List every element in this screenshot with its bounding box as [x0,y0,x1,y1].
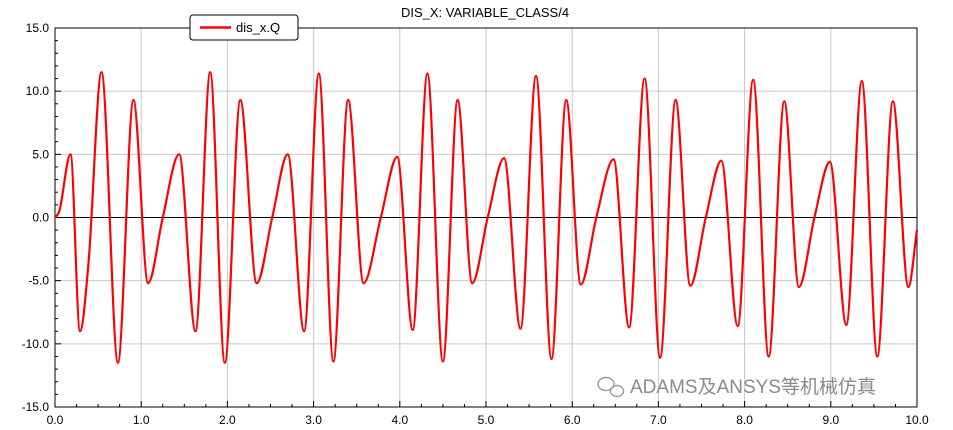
data-point [255,282,258,285]
x-tick-labels: 0.0 1.0 2.0 3.0 4.0 5.0 6.0 7.0 8.0 9.0 10.0 [47,413,929,427]
data-point [704,216,707,219]
data-point [87,260,90,263]
data-point [209,71,212,74]
data-point [117,361,119,364]
data-point [829,161,831,163]
series-layer [54,71,919,364]
data-point [659,356,661,359]
data-point [147,282,150,285]
data-point [550,358,553,360]
x-tick-label: 9.0 [822,413,839,427]
x-tick-label: 2.0 [219,413,236,427]
data-point [720,159,723,162]
data-point [396,156,399,158]
y-tick-label: 10.0 [26,84,50,98]
data-point [54,216,56,219]
data-point [79,330,81,333]
data-point [317,72,320,75]
data-point [456,99,459,101]
data-point [223,361,226,364]
data-point [767,355,770,358]
x-tick-label: 7.0 [650,413,667,427]
data-point [426,72,429,75]
legend-label: dis_x.Q [236,20,280,35]
data-point [271,216,274,219]
legend[interactable]: dis_x.Q [189,14,299,41]
watermark: ADAMS及ANSYS等机械仿真 [597,376,876,398]
data-point [612,158,615,161]
data-point [178,153,181,156]
data-point [132,99,135,101]
legend-box [189,14,299,41]
data-point [503,157,505,160]
data-point [916,229,918,232]
data-point [643,77,646,80]
y-tick-label: -5.0 [28,274,49,288]
data-point [628,326,630,329]
y-tick-label: 15.0 [26,21,50,35]
data-point [100,71,103,74]
watermark-text: ADAMS及ANSYS等机械仿真 [630,376,876,398]
x-tick-label: 3.0 [305,413,322,427]
data-point [845,324,848,326]
x-tick-label: 1.0 [133,413,150,427]
y-tick-label: -10.0 [22,337,50,351]
wechat-icon [597,376,625,398]
data-point [519,327,522,330]
x-tick-label: 10.0 [905,413,929,427]
data-point [689,284,692,287]
data-point [907,286,910,288]
data-point [752,78,755,81]
data-point [161,216,164,219]
data-point [579,283,582,286]
data-point [362,282,365,285]
data-point [798,286,800,288]
data-point [892,100,894,103]
data-point [674,99,677,101]
x-tick-label: 6.0 [564,413,581,427]
y-tick-label: -15.0 [22,400,50,414]
y-tick-label: 0.0 [32,211,49,225]
data-point [303,330,305,333]
data-point [860,80,863,82]
data-point [876,355,879,358]
data-point [58,210,61,213]
x-tick-label: 0.0 [47,413,64,427]
data-point [442,360,444,363]
data-point [332,360,335,363]
data-point [239,99,242,101]
y-tick-label: 5.0 [32,147,49,161]
data-point [813,216,816,219]
x-tick-label: 8.0 [736,413,753,427]
y-tick-labels: 15.0 10.0 5.0 0.0 -5.0 -10.0 -15.0 [22,21,50,414]
x-tick-label: 5.0 [478,413,495,427]
data-point [783,100,786,103]
data-point [486,216,489,219]
data-point [347,99,349,101]
data-point [565,99,568,101]
data-point [379,216,382,219]
data-point [286,153,289,156]
data-point [411,329,414,331]
chart-title: DIS_X: VARIABLE_CLASS/4 [401,5,569,20]
x-tick-label: 4.0 [391,413,408,427]
data-point [535,75,537,77]
data-point [194,330,197,333]
data-point [69,153,72,156]
data-point [736,325,739,327]
data-point [595,216,598,219]
data-point [471,282,474,285]
